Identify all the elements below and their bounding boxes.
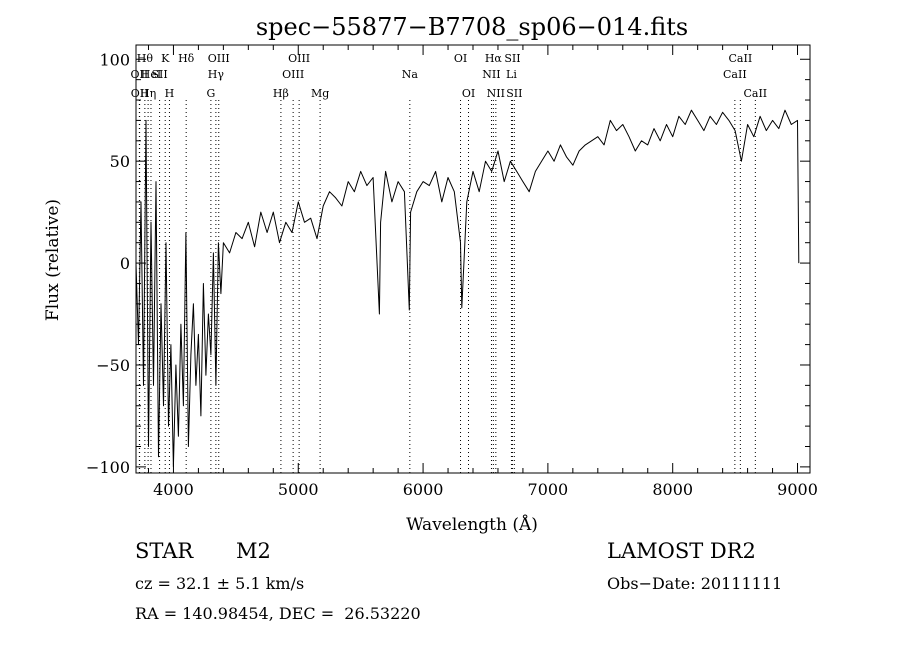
line-label: K (161, 52, 170, 65)
line-label: G (206, 87, 215, 100)
y-tick-label: 100 (99, 50, 130, 69)
axis-ticks (136, 45, 810, 473)
line-label: OII (131, 87, 149, 100)
spectrum-series (135, 109, 800, 468)
line-label: Hη (140, 87, 156, 100)
x-tick-label: 4000 (153, 480, 194, 499)
x-tick-label: 5000 (278, 480, 319, 499)
redshift-text: cz = 32.1 ± 5.1 km/s (135, 574, 305, 593)
object-subclass: M2 (236, 539, 271, 563)
line-label: SII (504, 52, 520, 65)
chart-title: spec−55877−B7708_sp06−014.fits (256, 13, 688, 41)
spectral-line-markers (138, 100, 756, 473)
line-label: Hθ (137, 52, 154, 65)
line-label: Mg (311, 87, 329, 100)
line-label: OII (131, 68, 149, 81)
x-tick-label: 6000 (403, 480, 444, 499)
line-label: Hγ (208, 68, 225, 81)
line-label: OIII (282, 68, 304, 81)
x-tick-label: 9000 (777, 480, 818, 499)
line-label: Na (402, 68, 419, 81)
line-label: Hδ (178, 52, 195, 65)
y-tick-label: −100 (86, 458, 130, 477)
line-label: OIII (208, 52, 230, 65)
observation-date: Obs−Date: 20111111 (607, 574, 783, 593)
line-label: OI (462, 87, 475, 100)
survey-name: LAMOST DR2 (607, 539, 756, 563)
coordinates-text: RA = 140.98454, DEC = 26.53220 (135, 604, 421, 623)
line-label: SII (506, 87, 522, 100)
line-label: OI (454, 52, 467, 65)
plot-frame (135, 44, 811, 474)
x-axis-label: Wavelength (Å) (406, 514, 538, 535)
x-tick-label: 7000 (528, 480, 569, 499)
spectrum-line (135, 109, 800, 468)
y-tick-label: 50 (110, 152, 130, 171)
object-class: STAR (135, 539, 194, 563)
line-label: Hβ (273, 87, 289, 100)
line-label: H (165, 87, 175, 100)
line-label: CaII (743, 87, 767, 100)
line-label: Li (506, 68, 517, 81)
y-axis-label: Flux (relative) (43, 199, 63, 321)
line-label: NII (487, 87, 505, 100)
line-label: NII (482, 68, 500, 81)
line-label: OIII (288, 52, 310, 65)
line-label: HeI (141, 68, 161, 81)
spectral-line-labels: OIIOIIHθHηHeISIIKHHδGHγOIIIHβOIIIOIIIMgN… (131, 52, 768, 100)
line-label: CaII (723, 68, 747, 81)
y-tick-label: 0 (120, 254, 130, 273)
x-tick-label: 8000 (652, 480, 693, 499)
axis-tick-labels: 4000 5000 6000 7000 8000 9000 −100 −50 0 50 100 (86, 50, 818, 499)
line-label: Hα (485, 52, 503, 65)
line-label: SII (151, 68, 167, 81)
line-label: CaII (729, 52, 753, 65)
y-tick-label: −50 (96, 356, 130, 375)
